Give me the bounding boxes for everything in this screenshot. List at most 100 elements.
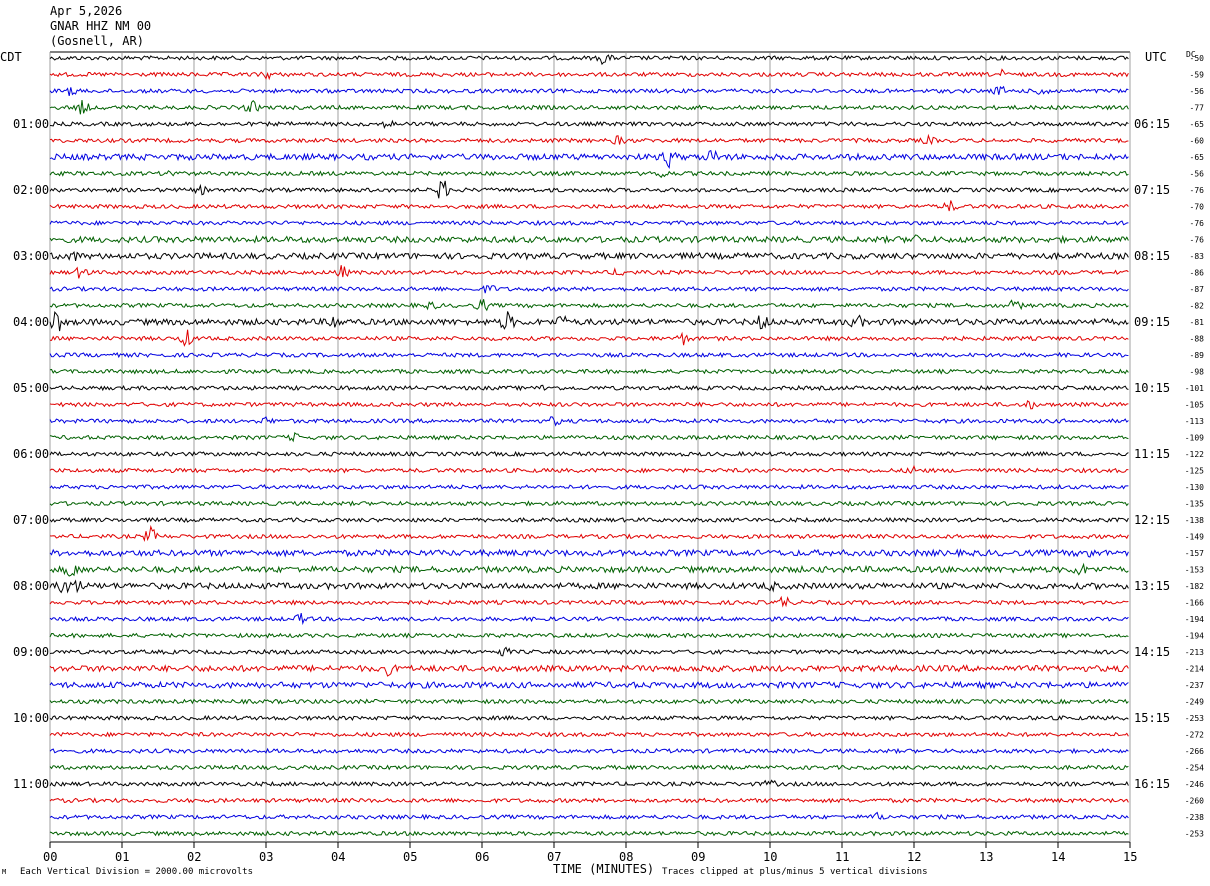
- dc-offset-label: -76: [1190, 236, 1205, 245]
- x-tick-label: 14: [1051, 850, 1065, 864]
- seismic-trace: [49, 234, 1129, 245]
- seismic-trace: [49, 664, 1129, 677]
- dc-offset-label: -105: [1185, 401, 1204, 410]
- dc-offset-label: -253: [1185, 830, 1204, 839]
- seismic-trace: [49, 200, 1129, 212]
- dc-offset-label: -149: [1185, 533, 1204, 542]
- right-hour-label: 08:15: [1134, 249, 1170, 263]
- dc-offset-label: -266: [1185, 747, 1204, 756]
- seismic-trace: [49, 632, 1129, 639]
- dc-offset-label: -135: [1185, 500, 1204, 509]
- seismic-trace: [49, 180, 1129, 199]
- seismic-trace: [49, 384, 1129, 392]
- seismic-trace: [49, 99, 1129, 115]
- seismic-trace: [49, 830, 1129, 837]
- header-station: GNAR HHZ NM 00: [50, 19, 152, 33]
- dc-offset-label: -157: [1185, 549, 1204, 558]
- seismic-trace: [49, 400, 1129, 410]
- header-location: (Gosnell, AR): [50, 34, 144, 48]
- seismic-trace: [49, 579, 1129, 594]
- left-hour-label: 02:00: [13, 183, 49, 197]
- dc-offset-label: -214: [1185, 665, 1204, 674]
- x-tick-label: 09: [691, 850, 705, 864]
- dc-offset-label: -213: [1185, 648, 1204, 657]
- x-tick-label: 06: [475, 850, 489, 864]
- dc-offset-label: -89: [1190, 351, 1205, 360]
- x-tick-label: 03: [259, 850, 273, 864]
- seismic-trace: [49, 432, 1129, 443]
- seismic-trace: [49, 416, 1129, 427]
- dc-offset-label: -56: [1190, 170, 1205, 179]
- x-tick-label: 11: [835, 850, 849, 864]
- seismic-trace: [49, 450, 1129, 458]
- seismic-trace: [49, 698, 1129, 705]
- dc-offset-label: -113: [1185, 417, 1204, 426]
- right-hour-label: 11:15: [1134, 447, 1170, 461]
- x-tick-label: 12: [907, 850, 921, 864]
- dc-offset-label: -153: [1185, 566, 1204, 575]
- right-hour-label: 16:15: [1134, 777, 1170, 791]
- left-hour-label: 08:00: [13, 579, 49, 593]
- right-hour-label: 06:15: [1134, 117, 1170, 131]
- dc-label: DC: [1186, 50, 1196, 59]
- x-tick-label: 08: [619, 850, 633, 864]
- seismic-trace: [49, 54, 1129, 66]
- seismic-trace: [49, 562, 1129, 577]
- seismic-trace: [49, 779, 1129, 787]
- x-tick-label: 15: [1123, 850, 1137, 864]
- left-hour-label: 10:00: [13, 711, 49, 725]
- seismic-trace: [49, 764, 1129, 771]
- seismic-trace: [49, 285, 1129, 294]
- x-tick-label: 07: [547, 850, 561, 864]
- seismic-trace: [49, 251, 1129, 261]
- left-hour-label: 11:00: [13, 777, 49, 791]
- seismic-trace: [49, 85, 1129, 97]
- dc-offset-label: -83: [1190, 252, 1205, 261]
- dc-offset-label: -130: [1185, 483, 1204, 492]
- seismic-trace: [49, 68, 1129, 81]
- seismic-trace: [49, 133, 1129, 146]
- dc-offset-label: -272: [1185, 731, 1204, 740]
- seismic-trace: [49, 329, 1129, 347]
- dc-offset-label: -56: [1190, 87, 1205, 96]
- dc-offset-label: -101: [1185, 384, 1204, 393]
- seismic-trace: [49, 612, 1129, 626]
- seismic-trace: [49, 351, 1129, 359]
- dc-offset-label: -125: [1185, 467, 1204, 476]
- scale-note: Each Vertical Division = 2000.00 microvo…: [20, 867, 253, 877]
- seismic-trace: [49, 464, 1129, 475]
- dc-offset-label: -77: [1190, 104, 1205, 113]
- x-axis-label: TIME (MINUTES): [553, 862, 654, 876]
- seismic-trace: [49, 680, 1129, 690]
- right-hour-label: 07:15: [1134, 183, 1170, 197]
- dc-offset-label: -65: [1190, 153, 1205, 162]
- dc-offset-label: -182: [1185, 582, 1204, 591]
- seismic-trace: [49, 797, 1129, 804]
- label-layer: 00 01 02 03 04 05 06 07 08 09 10 11 12 13 14 15 01:00 02:…: [13, 54, 1204, 864]
- dc-offset-label: -194: [1185, 615, 1204, 624]
- seismic-trace: [49, 516, 1129, 524]
- clip-note: Traces clipped at plus/minus 5 vertical …: [662, 867, 928, 877]
- seismic-trace: [49, 119, 1129, 130]
- dc-offset-label: -59: [1190, 71, 1205, 80]
- x-tick-label: 00: [43, 850, 57, 864]
- seismic-trace: [49, 714, 1129, 722]
- x-tick-label: 05: [403, 850, 417, 864]
- dc-offset-label: -98: [1190, 368, 1205, 377]
- dc-offset-label: -246: [1185, 780, 1204, 789]
- right-timezone-label: UTC: [1145, 50, 1167, 64]
- left-hour-label: 07:00: [13, 513, 49, 527]
- dc-offset-label: -65: [1190, 120, 1205, 129]
- dc-offset-label: -122: [1185, 450, 1204, 459]
- dc-offset-label: -238: [1185, 813, 1204, 822]
- dc-offset-label: -86: [1190, 269, 1205, 278]
- seismic-trace: [49, 747, 1129, 755]
- seismic-trace: [49, 646, 1129, 657]
- right-hour-label: 14:15: [1134, 645, 1170, 659]
- seismic-trace: [49, 500, 1129, 507]
- seismic-trace: [49, 298, 1129, 312]
- dc-offset-label: -249: [1185, 698, 1204, 707]
- left-hour-label: 06:00: [13, 447, 49, 461]
- seismic-trace: [49, 524, 1129, 542]
- dc-offset-label: -76: [1190, 219, 1205, 228]
